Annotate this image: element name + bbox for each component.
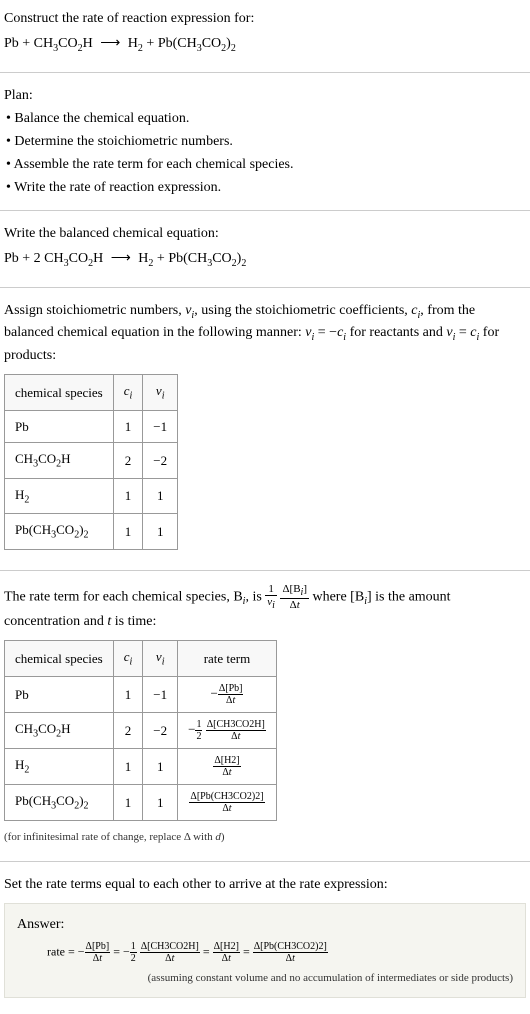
table-cell: 1 <box>143 514 178 550</box>
table-header: νi <box>143 641 178 677</box>
table-row: Pb 1 −1 −Δ[Pb]Δt <box>5 676 277 712</box>
table-cell: −12 Δ[CH3CO2H]Δt <box>178 712 277 748</box>
table-row: Pb(CH3CO2)2 1 1 <box>5 514 178 550</box>
table-cell: −2 <box>143 443 178 479</box>
rate-term-table: chemical species ci νi rate term Pb 1 −1… <box>4 640 277 821</box>
final-section: Set the rate terms equal to each other t… <box>0 866 530 1014</box>
balanced-equation: Pb + 2 CH3CO2H ⟶ H2 + Pb(CH3CO2)2 <box>4 248 526 271</box>
table-header: νi <box>143 375 178 411</box>
table-header: ci <box>113 641 143 677</box>
balanced-section: Write the balanced chemical equation: Pb… <box>0 215 530 283</box>
table-header: chemical species <box>5 641 114 677</box>
header-section: Construct the rate of reaction expressio… <box>0 0 530 68</box>
table-cell: Pb <box>5 410 114 443</box>
table-row: H2 1 1 <box>5 478 178 514</box>
answer-label: Answer: <box>17 914 513 935</box>
stoich-text: Assign stoichiometric numbers, νi, using… <box>4 300 526 367</box>
table-cell: CH3CO2H <box>5 443 114 479</box>
stoich-section: Assign stoichiometric numbers, νi, using… <box>0 292 530 566</box>
table-cell: Δ[Pb(CH3CO2)2]Δt <box>178 784 277 820</box>
divider <box>0 72 530 73</box>
table-cell: −2 <box>143 712 178 748</box>
table-cell: Pb(CH3CO2)2 <box>5 784 114 820</box>
header-title: Construct the rate of reaction expressio… <box>4 8 526 29</box>
table-header: ci <box>113 375 143 411</box>
table-cell: −1 <box>143 410 178 443</box>
stoich-table: chemical species ci νi Pb 1 −1 CH3CO2H 2… <box>4 374 178 550</box>
plan-bullet: • Write the rate of reaction expression. <box>6 177 526 198</box>
divider <box>0 210 530 211</box>
table-cell: H2 <box>5 748 114 784</box>
table-cell: Δ[H2]Δt <box>178 748 277 784</box>
table-cell: 1 <box>113 514 143 550</box>
table-cell: 2 <box>113 443 143 479</box>
table-header-row: chemical species ci νi rate term <box>5 641 277 677</box>
table-cell: −1 <box>143 676 178 712</box>
plan-bullet: • Determine the stoichiometric numbers. <box>6 131 526 152</box>
plan-bullet: • Balance the chemical equation. <box>6 108 526 129</box>
table-cell: Pb(CH3CO2)2 <box>5 514 114 550</box>
divider <box>0 861 530 862</box>
answer-rate-expression: rate = −Δ[Pb]Δt = −12 Δ[CH3CO2H]Δt = Δ[H… <box>17 941 513 964</box>
rate-term-section: The rate term for each chemical species,… <box>0 575 530 857</box>
divider <box>0 287 530 288</box>
table-cell: 1 <box>113 410 143 443</box>
table-cell: CH3CO2H <box>5 712 114 748</box>
divider <box>0 570 530 571</box>
table-header: chemical species <box>5 375 114 411</box>
table-row: CH3CO2H 2 −2 −12 Δ[CH3CO2H]Δt <box>5 712 277 748</box>
table-row: Pb 1 −1 <box>5 410 178 443</box>
table-cell: −Δ[Pb]Δt <box>178 676 277 712</box>
table-cell: Pb <box>5 676 114 712</box>
table-cell: 1 <box>113 784 143 820</box>
table-row: CH3CO2H 2 −2 <box>5 443 178 479</box>
table-row: H2 1 1 Δ[H2]Δt <box>5 748 277 784</box>
plan-bullet: • Assemble the rate term for each chemic… <box>6 154 526 175</box>
table-header: rate term <box>178 641 277 677</box>
table-cell: 1 <box>113 748 143 784</box>
table-header-row: chemical species ci νi <box>5 375 178 411</box>
final-text: Set the rate terms equal to each other t… <box>4 874 526 895</box>
plan-section: Plan: • Balance the chemical equation. •… <box>0 77 530 206</box>
infinitesimal-note: (for infinitesimal rate of change, repla… <box>4 829 526 846</box>
table-cell: 2 <box>113 712 143 748</box>
answer-note: (assuming constant volume and no accumul… <box>17 970 513 987</box>
table-cell: 1 <box>143 478 178 514</box>
table-cell: 1 <box>113 676 143 712</box>
table-cell: 1 <box>113 478 143 514</box>
table-cell: H2 <box>5 478 114 514</box>
header-equation: Pb + CH3CO2H ⟶ H2 + Pb(CH3CO2)2 <box>4 33 526 56</box>
plan-title: Plan: <box>4 85 526 106</box>
balanced-title: Write the balanced chemical equation: <box>4 223 526 244</box>
table-cell: 1 <box>143 784 178 820</box>
table-row: Pb(CH3CO2)2 1 1 Δ[Pb(CH3CO2)2]Δt <box>5 784 277 820</box>
answer-box: Answer: rate = −Δ[Pb]Δt = −12 Δ[CH3CO2H]… <box>4 903 526 998</box>
rate-term-text: The rate term for each chemical species,… <box>4 583 526 632</box>
table-cell: 1 <box>143 748 178 784</box>
